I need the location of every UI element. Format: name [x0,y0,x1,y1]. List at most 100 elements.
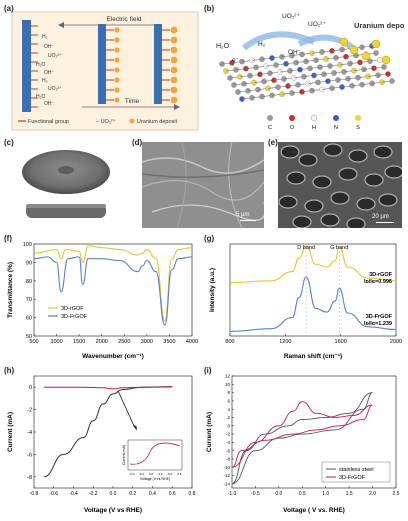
y-tick-label: -8 [27,475,32,481]
peak-label-g: G band [330,245,348,251]
pore [348,149,368,163]
x-tick-label: 3500 [163,339,175,345]
inset-x-tick: 0.6 [177,472,182,476]
inset-x-tick: -0.4 [129,472,135,476]
atom-o-label: O [290,125,295,131]
foam-disc-center [58,166,74,174]
flow-arrow-2 [297,34,356,52]
uranium-deposit [381,55,391,65]
pore [323,143,343,157]
annotation-name: 3D-rGOF [369,272,393,278]
panel-d-label: (d) [132,138,143,147]
y-tick-label: -8 [226,457,230,462]
x-axis-label: Raman shift (cm⁻¹) [284,353,342,360]
x-tick-label: -0.2 [89,491,98,497]
atom-legend: C O H N S [267,114,361,131]
y-tick-label: 2 [227,415,230,420]
legend-deposit-marker [129,118,135,124]
series-line-3D-FrGOF [229,276,397,332]
pore [373,145,393,159]
atom-n [333,115,339,121]
x-tick-label: 1200 [279,339,291,345]
series-line-red [43,386,173,390]
x-axis-label: Voltage ( V vs. RHE) [283,507,345,514]
sem-image-d: 5 μm [142,142,264,228]
pore [304,199,324,213]
scale-label-d: 5 μm [236,212,250,218]
x-tick-label: 0.2 [129,491,136,497]
y-axis-label: Current (mA) [206,412,213,452]
atom-o [289,115,295,121]
x-tick-label: 0.0 [110,491,117,497]
panel-g-label: (g) [204,234,215,243]
inset-line [129,442,181,465]
inset-frame [127,439,183,471]
atom [385,71,391,77]
y-tick-label: -4 [27,430,32,436]
x-tick-label: -1.0 [228,491,237,497]
electrode-2 [98,24,106,104]
y-axis-label: Transmittance (%) [7,262,14,318]
species-1: H₂ [42,34,48,40]
species-7: UO₂²⁺ [48,86,62,92]
x-tick-label: 500 [29,339,38,345]
species-9: OH⁻ [44,101,55,107]
y-tick-label: -2 [226,432,230,437]
x-tick-label: -0.8 [30,491,39,497]
atom-n-label: N [334,125,338,131]
sem-d-wrinkle-4 [176,142,187,228]
panel-h: (h) -0.8 -0.6 -0.4 -0.2 0.0 0.2 0.4 0.6 0.8 -8 -6-… [4,366,200,516]
functional-groups-2 [106,27,120,103]
x-tick-label: 2.0 [369,491,376,497]
atom-c-label: C [268,125,272,131]
pore [320,213,340,227]
x-tick-label: -0.5 [251,491,260,497]
oh-label: OH⁻ [288,49,302,56]
atom-c [267,115,273,121]
legend-box [321,461,391,483]
x-tick-label: 2500 [118,339,130,345]
pore [356,197,376,211]
scale-bar-e [376,222,394,223]
panel-b-label: (b) [204,4,215,13]
ftir-chart: 500 1000 1500 2000 2500 3000 3500 4000 50 60 70 80 9… [7,242,198,360]
sem-d-wrinkle-5 [228,142,243,228]
atom-h [310,114,318,122]
y-tick-label: 4 [227,407,230,412]
atom [381,64,387,70]
y-tick-label: 0 [227,423,230,428]
y-tick-label: 6 [227,398,230,403]
x-tick-label: 1.5 [346,491,353,497]
pore [298,153,318,167]
y-tick-label: 60 [26,316,32,322]
x-tick-label: 0.5 [299,491,306,497]
uranium-deposit [170,26,178,34]
scale-bar-d [240,220,256,221]
callout-arrowhead [132,424,137,431]
series-line-3D-rGOF [229,245,397,284]
uranium-deposit [170,96,178,104]
cv-frame [231,375,397,489]
species-4: H₂O [36,62,46,68]
y-tick-label: -14 [223,481,230,486]
uranium-deposit [114,77,120,83]
panel-a-label: (a) [4,4,14,13]
legend-uranium-deposit: Uranium deposit [137,119,178,125]
electric-field-arrowhead [58,22,64,28]
peak-label-d: D band [297,245,315,251]
sem-e-pores [278,143,402,228]
pore [286,171,306,185]
pore [330,191,350,205]
series-line-3D-rGOF [33,245,193,322]
x-tick-label: 3000 [141,339,153,345]
foam-disc-side-highlight [26,204,106,208]
electrode-1 [22,20,31,112]
y-axis-label: Current (mA) [7,412,14,452]
panel-f: (f) 500 1000 1500 2000 2500 3000 3500 4000 50 60 7… [4,234,200,362]
panel-c-label: (c) [4,138,14,147]
x-tick-label: 4000 [186,339,198,345]
species-3: UO₂²⁺ [48,53,62,59]
panel-i-label: (i) [204,366,212,375]
y-axis-label: Intensity (a.u.) [209,268,216,312]
